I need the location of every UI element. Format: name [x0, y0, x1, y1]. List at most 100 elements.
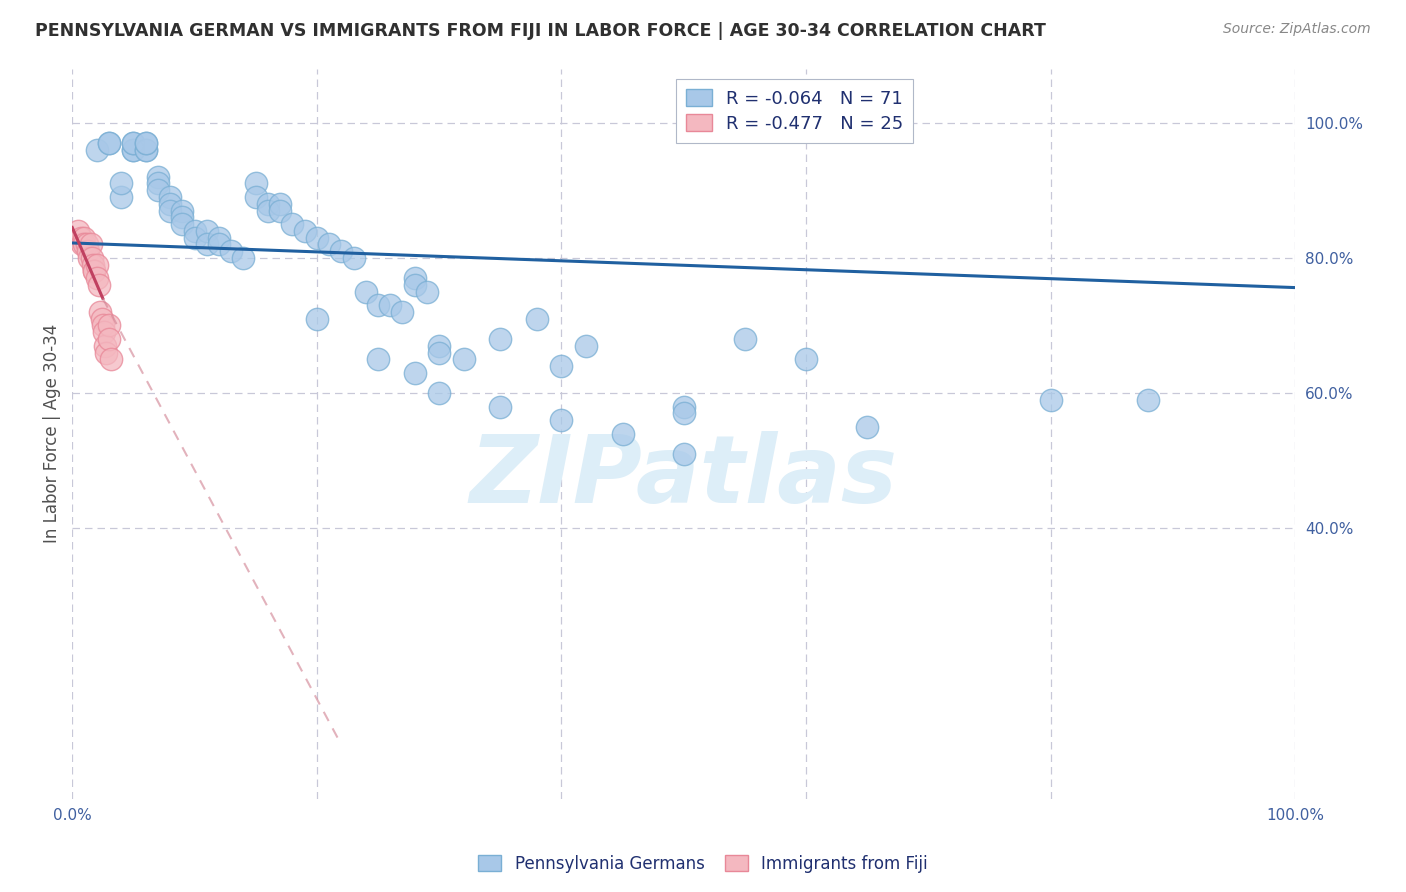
Point — [195, 224, 218, 238]
Point — [612, 426, 634, 441]
Point — [427, 345, 450, 359]
Point — [93, 325, 115, 339]
Point — [208, 237, 231, 252]
Point — [135, 136, 157, 150]
Point — [82, 258, 104, 272]
Point — [391, 305, 413, 319]
Point — [367, 298, 389, 312]
Point — [281, 217, 304, 231]
Point — [77, 244, 100, 258]
Point — [453, 352, 475, 367]
Point — [91, 318, 114, 333]
Point — [96, 345, 118, 359]
Point — [1137, 392, 1160, 407]
Point — [489, 400, 512, 414]
Point — [73, 230, 96, 244]
Point — [89, 305, 111, 319]
Point — [416, 285, 439, 299]
Point — [73, 237, 96, 252]
Point — [146, 177, 169, 191]
Point — [83, 264, 105, 278]
Point — [195, 237, 218, 252]
Point — [183, 230, 205, 244]
Point — [380, 298, 402, 312]
Point — [294, 224, 316, 238]
Point — [110, 177, 132, 191]
Point — [172, 203, 194, 218]
Point — [110, 190, 132, 204]
Point — [122, 136, 145, 150]
Point — [183, 224, 205, 238]
Point — [269, 196, 291, 211]
Point — [305, 311, 328, 326]
Point — [97, 136, 120, 150]
Point — [427, 339, 450, 353]
Point — [856, 420, 879, 434]
Point — [94, 339, 117, 353]
Point — [232, 251, 254, 265]
Point — [404, 366, 426, 380]
Legend: R = -0.064   N = 71, R = -0.477   N = 25: R = -0.064 N = 71, R = -0.477 N = 25 — [676, 79, 912, 143]
Y-axis label: In Labor Force | Age 30-34: In Labor Force | Age 30-34 — [44, 324, 60, 543]
Point — [76, 237, 98, 252]
Point — [70, 237, 93, 252]
Point — [79, 237, 101, 252]
Point — [354, 285, 377, 299]
Point — [734, 332, 756, 346]
Point — [100, 352, 122, 367]
Point — [97, 136, 120, 150]
Point — [159, 196, 181, 211]
Point — [86, 271, 108, 285]
Point — [550, 413, 572, 427]
Point — [330, 244, 353, 258]
Point — [159, 203, 181, 218]
Point — [219, 244, 242, 258]
Point — [672, 406, 695, 420]
Text: PENNSYLVANIA GERMAN VS IMMIGRANTS FROM FIJI IN LABOR FORCE | AGE 30-34 CORRELATI: PENNSYLVANIA GERMAN VS IMMIGRANTS FROM F… — [35, 22, 1046, 40]
Point — [342, 251, 364, 265]
Point — [245, 177, 267, 191]
Point — [135, 136, 157, 150]
Point — [172, 217, 194, 231]
Point — [89, 277, 111, 292]
Text: ZIPatlas: ZIPatlas — [470, 432, 898, 524]
Point — [550, 359, 572, 373]
Point — [122, 143, 145, 157]
Point — [122, 136, 145, 150]
Point — [86, 258, 108, 272]
Point — [404, 271, 426, 285]
Legend: Pennsylvania Germans, Immigrants from Fiji: Pennsylvania Germans, Immigrants from Fi… — [471, 848, 935, 880]
Point — [257, 203, 280, 218]
Point — [489, 332, 512, 346]
Point — [367, 352, 389, 367]
Point — [794, 352, 817, 367]
Point — [122, 143, 145, 157]
Point — [672, 447, 695, 461]
Point — [427, 386, 450, 401]
Point — [305, 230, 328, 244]
Point — [318, 237, 340, 252]
Point — [1039, 392, 1062, 407]
Point — [97, 332, 120, 346]
Point — [208, 230, 231, 244]
Point — [83, 264, 105, 278]
Point — [245, 190, 267, 204]
Point — [146, 169, 169, 184]
Point — [526, 311, 548, 326]
Point — [135, 143, 157, 157]
Point — [404, 277, 426, 292]
Point — [146, 183, 169, 197]
Point — [86, 143, 108, 157]
Point — [90, 311, 112, 326]
Point — [257, 196, 280, 211]
Point — [80, 251, 103, 265]
Point — [575, 339, 598, 353]
Point — [79, 251, 101, 265]
Point — [172, 211, 194, 225]
Point — [159, 190, 181, 204]
Point — [135, 143, 157, 157]
Point — [69, 230, 91, 244]
Point — [97, 318, 120, 333]
Point — [67, 224, 90, 238]
Point — [672, 400, 695, 414]
